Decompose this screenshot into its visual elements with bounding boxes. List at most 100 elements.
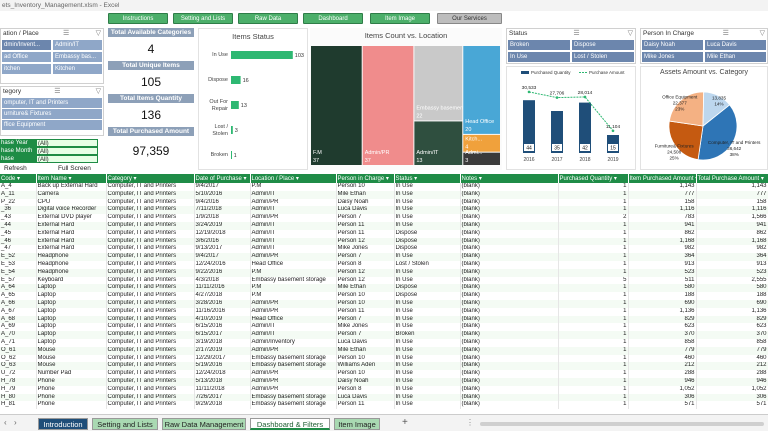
sheet-tab-raw-data[interactable]: Raw Data Management [162, 418, 246, 430]
nav-settings-button[interactable]: Setting and Lists [173, 13, 233, 24]
table-cell[interactable]: (blank) [460, 284, 559, 293]
table-cell[interactable]: 11/16/2016 [194, 307, 251, 316]
table-cell[interactable]: Laptop [36, 331, 107, 339]
table-cell[interactable]: In Use [394, 354, 461, 363]
table-cell[interactable]: Embassy basement storage [250, 401, 337, 410]
column-header[interactable]: Status ▾ [394, 174, 461, 183]
table-cell[interactable]: (blank) [460, 206, 559, 215]
table-cell[interactable]: Admin/PR [250, 385, 337, 394]
table-cell[interactable]: 1,168 [696, 237, 768, 246]
slicer-item[interactable]: Kitchen [53, 64, 102, 74]
table-cell[interactable]: E_52 [0, 253, 37, 261]
column-header[interactable]: Category ▾ [106, 174, 195, 183]
table-cell[interactable]: 1,052 [696, 385, 768, 394]
table-cell[interactable]: 1 [558, 237, 629, 246]
table-cell[interactable]: Laptop [36, 338, 107, 347]
table-cell[interactable]: 5/10/2016 [194, 190, 251, 199]
table-row[interactable]: _45 External Hard Computer, IT and Printer… [0, 229, 768, 238]
table-cell[interactable]: Computer, IT and Printers [106, 237, 195, 246]
table-cell[interactable]: In Use [394, 307, 461, 316]
column-header[interactable]: Notes ▾ [460, 174, 559, 183]
table-cell[interactable]: Person 10 [336, 299, 395, 308]
table-cell[interactable]: _43 [0, 214, 37, 222]
table-cell[interactable]: 158 [628, 198, 697, 207]
table-cell[interactable]: 3/28/2016 [194, 299, 251, 308]
table-cell[interactable]: 690 [696, 299, 768, 308]
table-cell[interactable]: Computer, IT and Printers [106, 190, 195, 199]
table-cell[interactable]: Camera [36, 190, 107, 199]
table-cell[interactable]: Admin/PR [250, 198, 337, 207]
table-row[interactable]: E_57 Keyboard Computer, IT and Printers 4/3… [0, 276, 768, 285]
table-cell[interactable]: 913 [696, 260, 768, 269]
table-cell[interactable]: 829 [628, 315, 697, 324]
table-cell[interactable]: External Hard [36, 221, 107, 230]
horizontal-scrollbar[interactable] [480, 422, 764, 426]
table-cell[interactable]: Computer, IT and Printers [106, 276, 195, 285]
table-cell[interactable]: 1 [558, 260, 629, 269]
slicer-item[interactable]: Lost / Stolen [572, 52, 634, 62]
table-cell[interactable]: 1 [558, 354, 629, 363]
table-cell[interactable]: Lost / Stolen [394, 260, 461, 269]
column-header[interactable]: Purchased Quantity ▾ [558, 174, 629, 183]
table-cell[interactable]: _36 [0, 206, 37, 215]
table-cell[interactable]: 1 [558, 362, 629, 371]
table-cell[interactable]: Admin/PR [250, 253, 337, 261]
table-cell[interactable]: A_70 [0, 331, 37, 339]
table-cell[interactable]: Computer, IT and Printers [106, 229, 195, 238]
slicer-item[interactable]: Dispose [572, 40, 634, 50]
table-cell[interactable]: 4/27/2018 [194, 292, 251, 300]
table-cell[interactable]: 1 [558, 401, 629, 410]
table-cell[interactable]: E_53 [0, 260, 37, 269]
table-cell[interactable]: Person 8 [336, 385, 395, 394]
table-cell[interactable]: 4/3/2018 [194, 276, 251, 285]
table-row[interactable]: A_67 Laptop Computer, IT and Printers 11/16… [0, 307, 768, 316]
table-cell[interactable]: Laptop [36, 315, 107, 324]
table-cell[interactable]: 1,168 [628, 237, 697, 246]
table-cell[interactable]: In Use [394, 198, 461, 207]
table-cell[interactable]: 777 [628, 190, 697, 199]
table-cell[interactable]: 623 [628, 323, 697, 332]
clear-filter-icon[interactable]: ▽ [627, 30, 633, 37]
table-cell[interactable]: Computer, IT and Printers [106, 377, 195, 386]
table-row[interactable]: A_4 Back up External Hard Computer, IT and… [0, 183, 768, 191]
table-cell[interactable]: 1 [558, 245, 629, 254]
table-cell[interactable]: 1 [558, 370, 629, 378]
table-row[interactable]: P_22 CPU Computer, IT and Printers 9/4/2016… [0, 198, 768, 207]
table-cell[interactable]: (blank) [460, 385, 559, 394]
table-cell[interactable]: Admin/PR [250, 370, 337, 378]
table-cell[interactable]: In Use [394, 214, 461, 222]
table-cell[interactable]: 9/4/2016 [194, 198, 251, 207]
table-cell[interactable]: In Use [394, 183, 461, 191]
multi-select-icon[interactable]: ☰ [54, 88, 61, 95]
table-cell[interactable]: Computer, IT and Printers [106, 307, 195, 316]
table-row[interactable]: A_71 Laptop Computer, IT and Printers 3/19/… [0, 338, 768, 347]
table-cell[interactable]: (blank) [460, 253, 559, 261]
table-cell[interactable]: 783 [628, 214, 697, 222]
scroll-right-icon[interactable]: › [14, 418, 17, 427]
table-cell[interactable]: 5/19/2016 [194, 362, 251, 371]
table-cell[interactable]: (blank) [460, 323, 559, 332]
table-cell[interactable]: 982 [696, 245, 768, 254]
table-cell[interactable]: (blank) [460, 292, 559, 300]
table-cell[interactable]: 1,143 [628, 183, 697, 191]
table-cell[interactable]: 306 [628, 393, 697, 402]
table-cell[interactable]: 1 [558, 206, 629, 215]
table-cell[interactable]: 1,143 [696, 183, 768, 191]
table-cell[interactable]: 1,136 [628, 307, 697, 316]
column-header[interactable]: Code ▾ [0, 174, 37, 183]
table-cell[interactable]: (blank) [460, 276, 559, 285]
nav-item-image-button[interactable]: Item Image [370, 13, 430, 24]
table-cell[interactable]: 3/19/2018 [194, 338, 251, 347]
table-cell[interactable]: 1,566 [696, 214, 768, 222]
table-row[interactable]: H_81 Phone Computer, IT and Printers 9/29/2… [0, 401, 768, 410]
table-cell[interactable]: 1,136 [696, 307, 768, 316]
table-cell[interactable]: Mouse [36, 346, 107, 355]
table-cell[interactable]: 1,116 [628, 206, 697, 215]
table-cell[interactable]: 212 [628, 362, 697, 371]
table-row[interactable]: H_78 Phone Computer, IT and Printers 5/13/2… [0, 377, 768, 386]
slicer-item[interactable]: dmin/Invent... [2, 40, 51, 50]
table-cell[interactable]: 12/24/2016 [194, 260, 251, 269]
table-cell[interactable]: Laptop [36, 307, 107, 316]
table-cell[interactable]: Admin/IT [250, 323, 337, 332]
filter-month[interactable]: hase Month (All) [0, 147, 104, 155]
